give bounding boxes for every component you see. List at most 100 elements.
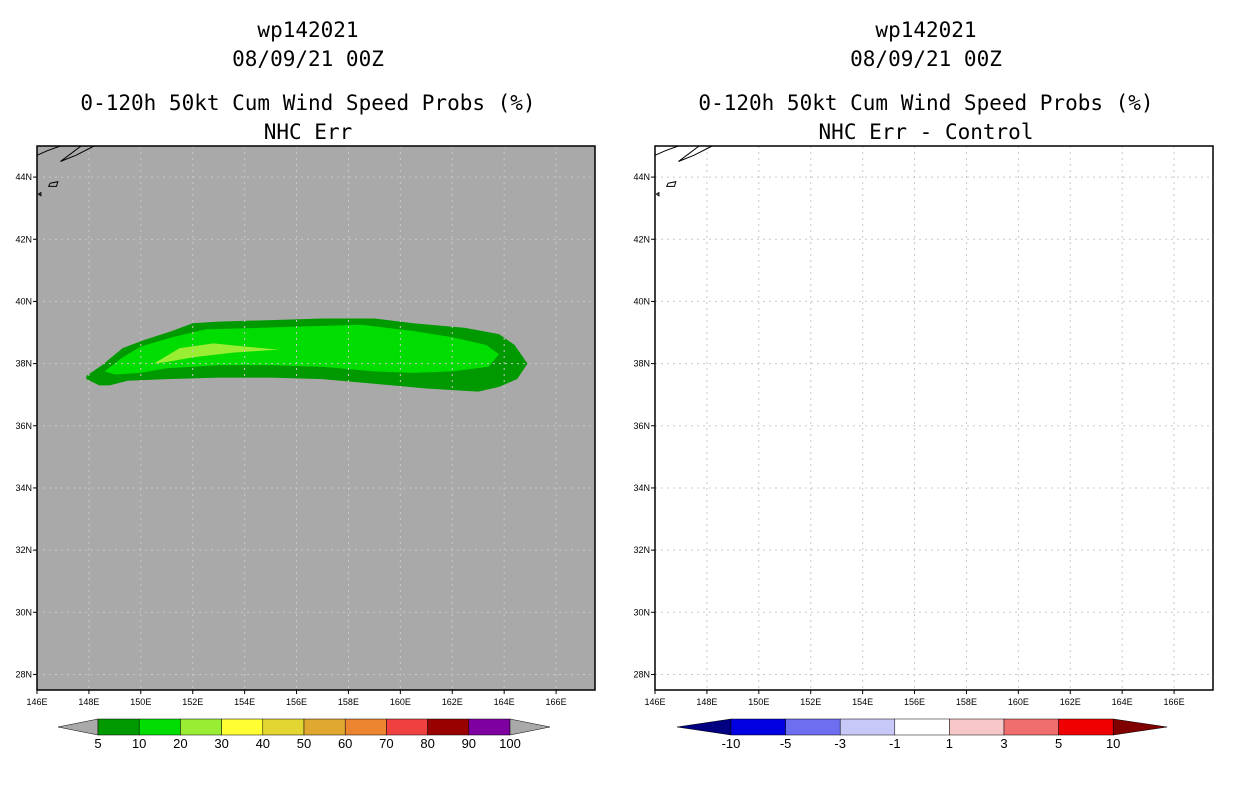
x-tick-label: 166E xyxy=(546,697,567,707)
y-tick-label: 28N xyxy=(15,669,32,679)
colorbar-label: -5 xyxy=(780,736,792,751)
map-frame xyxy=(654,145,1214,691)
colorbar-label: 50 xyxy=(297,736,311,751)
right-colorbar: -10 -5 -3 -1 1 3 5 10 xyxy=(676,718,1168,751)
coastline xyxy=(665,181,677,187)
y-tick-label: 32N xyxy=(15,545,32,555)
left-storm-id: wp142021 xyxy=(257,18,359,42)
left-title: wp142021 08/09/21 00Z xyxy=(28,16,588,74)
y-tick-label: 34N xyxy=(633,483,650,493)
x-tick-label: 154E xyxy=(234,697,255,707)
y-tick-label: 40N xyxy=(633,296,650,306)
x-tick-label: 160E xyxy=(390,697,411,707)
right-storm-id: wp142021 xyxy=(875,18,977,42)
colorbar-label: 10 xyxy=(1106,736,1120,751)
colorbar-segment xyxy=(386,718,428,736)
colorbar-segment xyxy=(468,718,511,736)
y-tick-label: 34N xyxy=(15,483,32,493)
colorbar-label: 5 xyxy=(94,736,101,751)
x-tick-label: 164E xyxy=(494,697,515,707)
left-subtitle-block: 0-120h 50kt Cum Wind Speed Probs (%) NHC… xyxy=(28,89,588,147)
y-tick-label: 42N xyxy=(633,234,650,244)
y-tick-label: 28N xyxy=(633,669,650,679)
x-tick-label: 148E xyxy=(78,697,99,707)
colorbar-label: 30 xyxy=(214,736,228,751)
colorbar-segment xyxy=(1003,718,1059,736)
right-subtitle: NHC Err - Control xyxy=(818,120,1034,144)
map-background xyxy=(655,146,1213,690)
x-tick-label: 160E xyxy=(1008,697,1029,707)
y-tick-label: 44N xyxy=(15,172,32,182)
x-tick-label: 156E xyxy=(904,697,925,707)
coastline xyxy=(38,191,42,197)
x-tick-label: 154E xyxy=(852,697,873,707)
colorbar-label: 1 xyxy=(946,736,953,751)
x-tick-label: 148E xyxy=(696,697,717,707)
colorbar-label: 40 xyxy=(256,736,270,751)
left-map-panel: 146E 148E 150E 152E 154E 156E 158E 160E 162E 164E… xyxy=(15,145,596,707)
x-tick-label: 158E xyxy=(956,697,977,707)
colorbar-label: 5 xyxy=(1055,736,1062,751)
colorbar-label: 90 xyxy=(462,736,476,751)
y-tick-label: 38N xyxy=(633,359,650,369)
coastline xyxy=(36,145,61,156)
y-tick-label: 40N xyxy=(15,296,32,306)
colorbar-under-arrow xyxy=(676,718,732,736)
left-colorbar: 5 10 20 30 40 50 60 70 80 90 100 xyxy=(57,718,551,751)
x-tick-label: 162E xyxy=(1060,697,1081,707)
map-frame xyxy=(36,145,596,691)
colorbar-label: -3 xyxy=(834,736,846,751)
right-product: 0-120h 50kt Cum Wind Speed Probs (%) xyxy=(698,91,1154,115)
colorbar-segment xyxy=(97,718,140,736)
colorbar-segment xyxy=(180,718,222,736)
colorbar-label: 100 xyxy=(499,736,521,751)
colorbar-under-arrow xyxy=(57,718,99,736)
x-tick-label: 152E xyxy=(182,697,203,707)
colorbar-over-arrow xyxy=(509,718,551,736)
right-title: wp142021 08/09/21 00Z xyxy=(646,16,1206,74)
colorbar-segment xyxy=(1058,718,1114,736)
x-tick-label: 158E xyxy=(338,697,359,707)
x-tick-label: 150E xyxy=(748,697,769,707)
colorbar-label: 20 xyxy=(173,736,187,751)
y-tick-label: 30N xyxy=(633,607,650,617)
x-tick-label: 146E xyxy=(644,697,665,707)
colorbar-segment xyxy=(138,718,181,736)
colorbar-label: -1 xyxy=(889,736,901,751)
x-tick-label: 164E xyxy=(1112,697,1133,707)
coastline xyxy=(654,145,679,156)
map-background xyxy=(37,146,595,690)
colorbar-label: 10 xyxy=(132,736,146,751)
colorbar-segment xyxy=(785,718,841,736)
x-tick-label: 166E xyxy=(1164,697,1185,707)
colorbar-segment xyxy=(262,718,305,736)
colorbar-label: 3 xyxy=(1000,736,1007,751)
x-tick-label: 152E xyxy=(800,697,821,707)
left-product: 0-120h 50kt Cum Wind Speed Probs (%) xyxy=(80,91,536,115)
colorbar-segment xyxy=(303,718,346,736)
colorbar-segment xyxy=(344,718,387,736)
colorbar-segment xyxy=(427,718,470,736)
right-datetime: 08/09/21 00Z xyxy=(850,47,1002,71)
left-datetime: 08/09/21 00Z xyxy=(232,47,384,71)
left-subtitle: NHC Err xyxy=(263,120,353,144)
prob-contour-20-30 xyxy=(153,343,279,364)
colorbar-label: 80 xyxy=(420,736,434,751)
x-tick-label: 150E xyxy=(130,697,151,707)
colorbar-segment xyxy=(221,718,264,736)
y-tick-label: 42N xyxy=(15,234,32,244)
colorbar-segment xyxy=(839,718,896,736)
x-tick-label: 162E xyxy=(442,697,463,707)
colorbar-segment xyxy=(730,718,786,736)
y-tick-label: 44N xyxy=(633,172,650,182)
y-tick-label: 32N xyxy=(633,545,650,555)
colorbar-label: 70 xyxy=(379,736,393,751)
coastline xyxy=(47,181,59,187)
colorbar-segment xyxy=(894,718,950,736)
right-map-panel: 146E 148E 150E 152E 154E 156E 158E 160E 162E 164E… xyxy=(633,145,1214,707)
right-subtitle-block: 0-120h 50kt Cum Wind Speed Probs (%) NHC… xyxy=(646,89,1206,147)
x-tick-label: 156E xyxy=(286,697,307,707)
x-tick-label: 146E xyxy=(26,697,47,707)
colorbar-over-arrow xyxy=(1112,718,1168,736)
